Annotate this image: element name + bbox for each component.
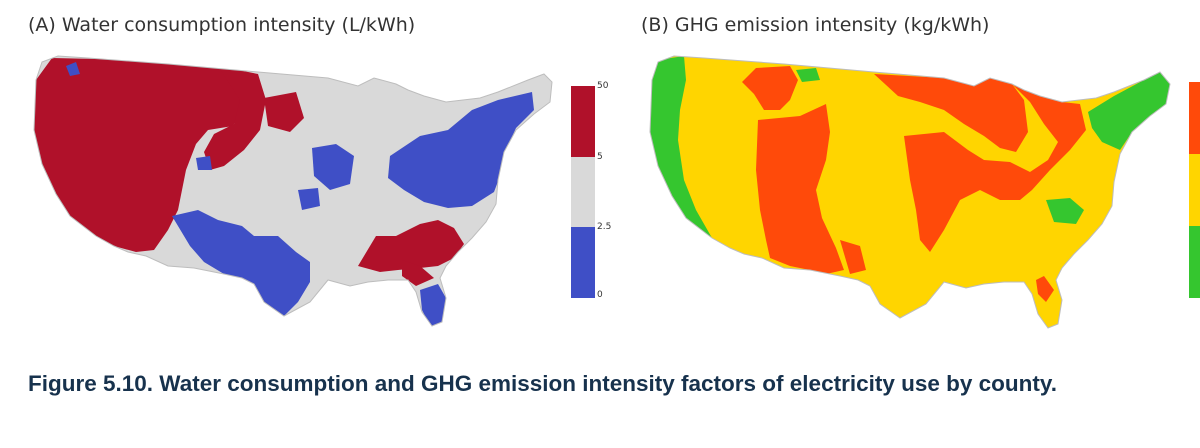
legend-tick-label: 0 xyxy=(597,290,603,300)
legend-swatch-low xyxy=(571,227,595,298)
ghg-intensity-legend xyxy=(1189,82,1200,298)
legend-swatch-high xyxy=(571,86,595,157)
legend-tick-label: 5 xyxy=(597,152,603,162)
legend-tick-label: 50 xyxy=(597,81,609,91)
legend-swatch-high xyxy=(1189,82,1200,154)
water-intensity-legend: 50 5 2.5 0 xyxy=(571,81,611,300)
figure-caption: Figure 5.10. Water consumption and GHG e… xyxy=(28,371,1057,396)
legend-tick-label: 2.5 xyxy=(597,222,612,232)
panel-a-title: (A) Water consumption intensity (L/kWh) xyxy=(28,14,416,36)
panel-b-title: (B) GHG emission intensity (kg/kWh) xyxy=(641,14,990,36)
ghg-intensity-map xyxy=(649,55,1171,329)
legend-swatch-low xyxy=(1189,226,1200,298)
legend-swatch-mid xyxy=(571,157,595,227)
legend-swatch-mid xyxy=(1189,154,1200,226)
water-intensity-map xyxy=(33,55,553,327)
